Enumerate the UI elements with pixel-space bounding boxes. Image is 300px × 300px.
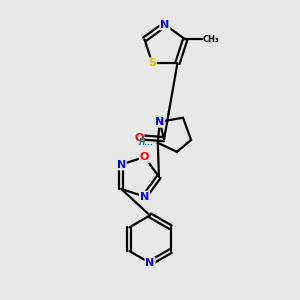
Text: H...: H... <box>139 138 154 147</box>
Text: N: N <box>146 258 154 268</box>
Text: O: O <box>140 152 149 162</box>
Text: O: O <box>134 133 143 142</box>
Text: N: N <box>160 20 170 30</box>
Text: N: N <box>117 160 126 170</box>
Text: N: N <box>140 191 149 202</box>
Text: S: S <box>148 58 156 68</box>
Text: CH₃: CH₃ <box>203 35 220 44</box>
Text: N: N <box>155 117 164 127</box>
